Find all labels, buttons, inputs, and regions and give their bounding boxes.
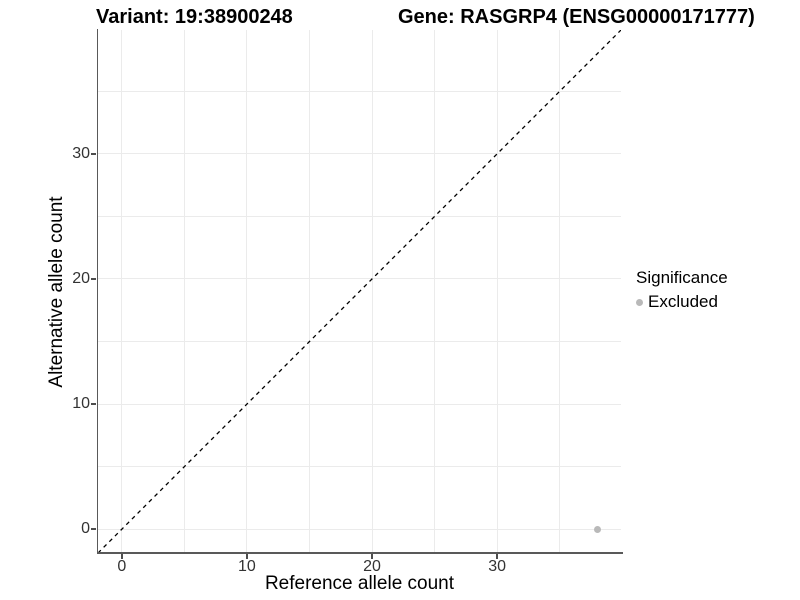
legend: Significance Excluded (636, 268, 728, 312)
x-tick-label: 10 (237, 558, 256, 575)
gridline-vertical (496, 30, 498, 553)
gridline-horizontal (98, 403, 621, 405)
legend-item-excluded: Excluded (636, 292, 728, 312)
gridline-horizontal (98, 215, 621, 217)
y-tick-mark (91, 278, 96, 280)
gridline-horizontal (98, 341, 621, 343)
plot-panel (98, 30, 621, 553)
y-axis-title: Alternative allele count (46, 196, 67, 388)
y-tick-label: 20 (72, 269, 90, 287)
gridline-vertical (121, 30, 123, 553)
x-tick-label: 0 (117, 558, 127, 575)
chart-title-gene: Gene: RASGRP4 (ENSG00000171777) (398, 6, 755, 28)
y-axis-line (96, 29, 99, 554)
gridline-vertical (183, 30, 185, 553)
gridline-vertical (246, 30, 248, 553)
x-tick-label: 30 (488, 558, 507, 575)
legend-point-icon (636, 298, 643, 306)
x-tick-mark (371, 554, 373, 559)
gridline-horizontal (98, 528, 621, 530)
gridline-horizontal (98, 466, 621, 468)
gridline-horizontal (98, 153, 621, 155)
gridline-horizontal (98, 278, 621, 280)
y-tick-mark (91, 153, 96, 155)
y-tick-mark (91, 403, 96, 405)
chart-title-variant: Variant: 19:38900248 (96, 6, 293, 28)
x-tick-mark (246, 554, 248, 559)
gridline-vertical (559, 30, 561, 553)
x-axis-title: Reference allele count (264, 573, 455, 594)
legend-title: Significance (636, 268, 728, 287)
y-tick-mark (91, 528, 96, 530)
x-tick-label: 20 (363, 558, 381, 575)
identity-line (98, 30, 621, 553)
y-tick-label: 30 (72, 144, 90, 162)
gridline-vertical (308, 30, 310, 553)
gridline-vertical (371, 30, 373, 553)
x-axis-line (96, 552, 623, 554)
legend-item-label: Excluded (648, 292, 718, 311)
gridline-horizontal (98, 90, 621, 92)
y-tick-label: 0 (81, 520, 90, 538)
data-point (593, 525, 601, 533)
y-tick-label: 10 (72, 395, 90, 413)
x-tick-mark (496, 554, 498, 559)
gridline-vertical (434, 30, 436, 553)
x-tick-mark (121, 554, 123, 559)
